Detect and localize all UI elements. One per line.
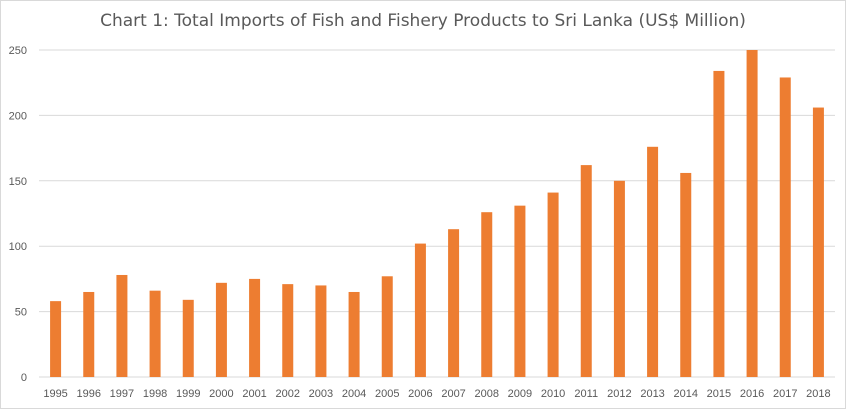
x-tick-label: 1999	[176, 388, 200, 400]
bar-2009	[514, 205, 526, 377]
x-tick-label: 2008	[475, 388, 499, 400]
x-tick-label: 1995	[43, 388, 67, 400]
bar-2010	[547, 192, 559, 377]
bar-2001	[249, 278, 261, 377]
x-tick-label: 2000	[209, 388, 233, 400]
x-tick-label: 2004	[342, 388, 366, 400]
x-tick-label: 1997	[110, 388, 134, 400]
bar-2011	[580, 165, 592, 377]
x-tick-label: 2006	[408, 388, 432, 400]
bar-1999	[182, 299, 194, 377]
bar-2007	[448, 229, 460, 377]
chart-title: Chart 1: Total Imports of Fish and Fishe…	[100, 11, 746, 31]
bar-2016	[746, 50, 758, 377]
bar-2008	[481, 212, 493, 377]
x-tick-label: 2016	[740, 388, 764, 400]
y-tick-label: 0	[21, 372, 27, 384]
bar-1997	[116, 274, 128, 377]
x-tick-label: 2012	[607, 388, 631, 400]
bar-1996	[83, 291, 95, 377]
bar-2003	[315, 285, 327, 377]
y-tick-label: 150	[9, 176, 27, 188]
bar-1998	[149, 290, 161, 377]
y-tick-label: 100	[9, 241, 27, 253]
y-tick-label: 250	[9, 45, 27, 57]
bar-2004	[348, 291, 360, 377]
x-tick-label: 2014	[674, 388, 698, 400]
bar-2012	[613, 180, 625, 377]
x-tick-label: 2017	[773, 388, 797, 400]
x-tick-label: 2011	[574, 388, 598, 400]
x-tick-label: 2013	[640, 388, 664, 400]
bar-2015	[713, 70, 725, 377]
y-tick-label: 200	[9, 110, 27, 122]
x-tick-label: 2007	[441, 388, 465, 400]
x-tick-label: 2018	[806, 388, 830, 400]
bar-2000	[215, 282, 227, 377]
x-tick-label: 2010	[541, 388, 565, 400]
bar-1995	[50, 301, 62, 377]
bar-2017	[779, 77, 791, 377]
y-tick-label: 50	[15, 307, 27, 319]
bar-2014	[680, 172, 692, 377]
x-tick-label: 2015	[707, 388, 731, 400]
x-tick-label: 1996	[77, 388, 101, 400]
x-tick-label: 1998	[143, 388, 167, 400]
x-tick-label: 2009	[508, 388, 532, 400]
bar-2002	[282, 284, 294, 377]
bar-2018	[812, 107, 824, 377]
bar-2013	[647, 146, 659, 377]
bar-2006	[414, 243, 426, 377]
bar-2005	[381, 276, 393, 377]
x-tick-label: 2001	[242, 388, 266, 400]
x-tick-label: 2005	[375, 388, 399, 400]
x-tick-label: 2002	[276, 388, 300, 400]
x-tick-label: 2003	[309, 388, 333, 400]
